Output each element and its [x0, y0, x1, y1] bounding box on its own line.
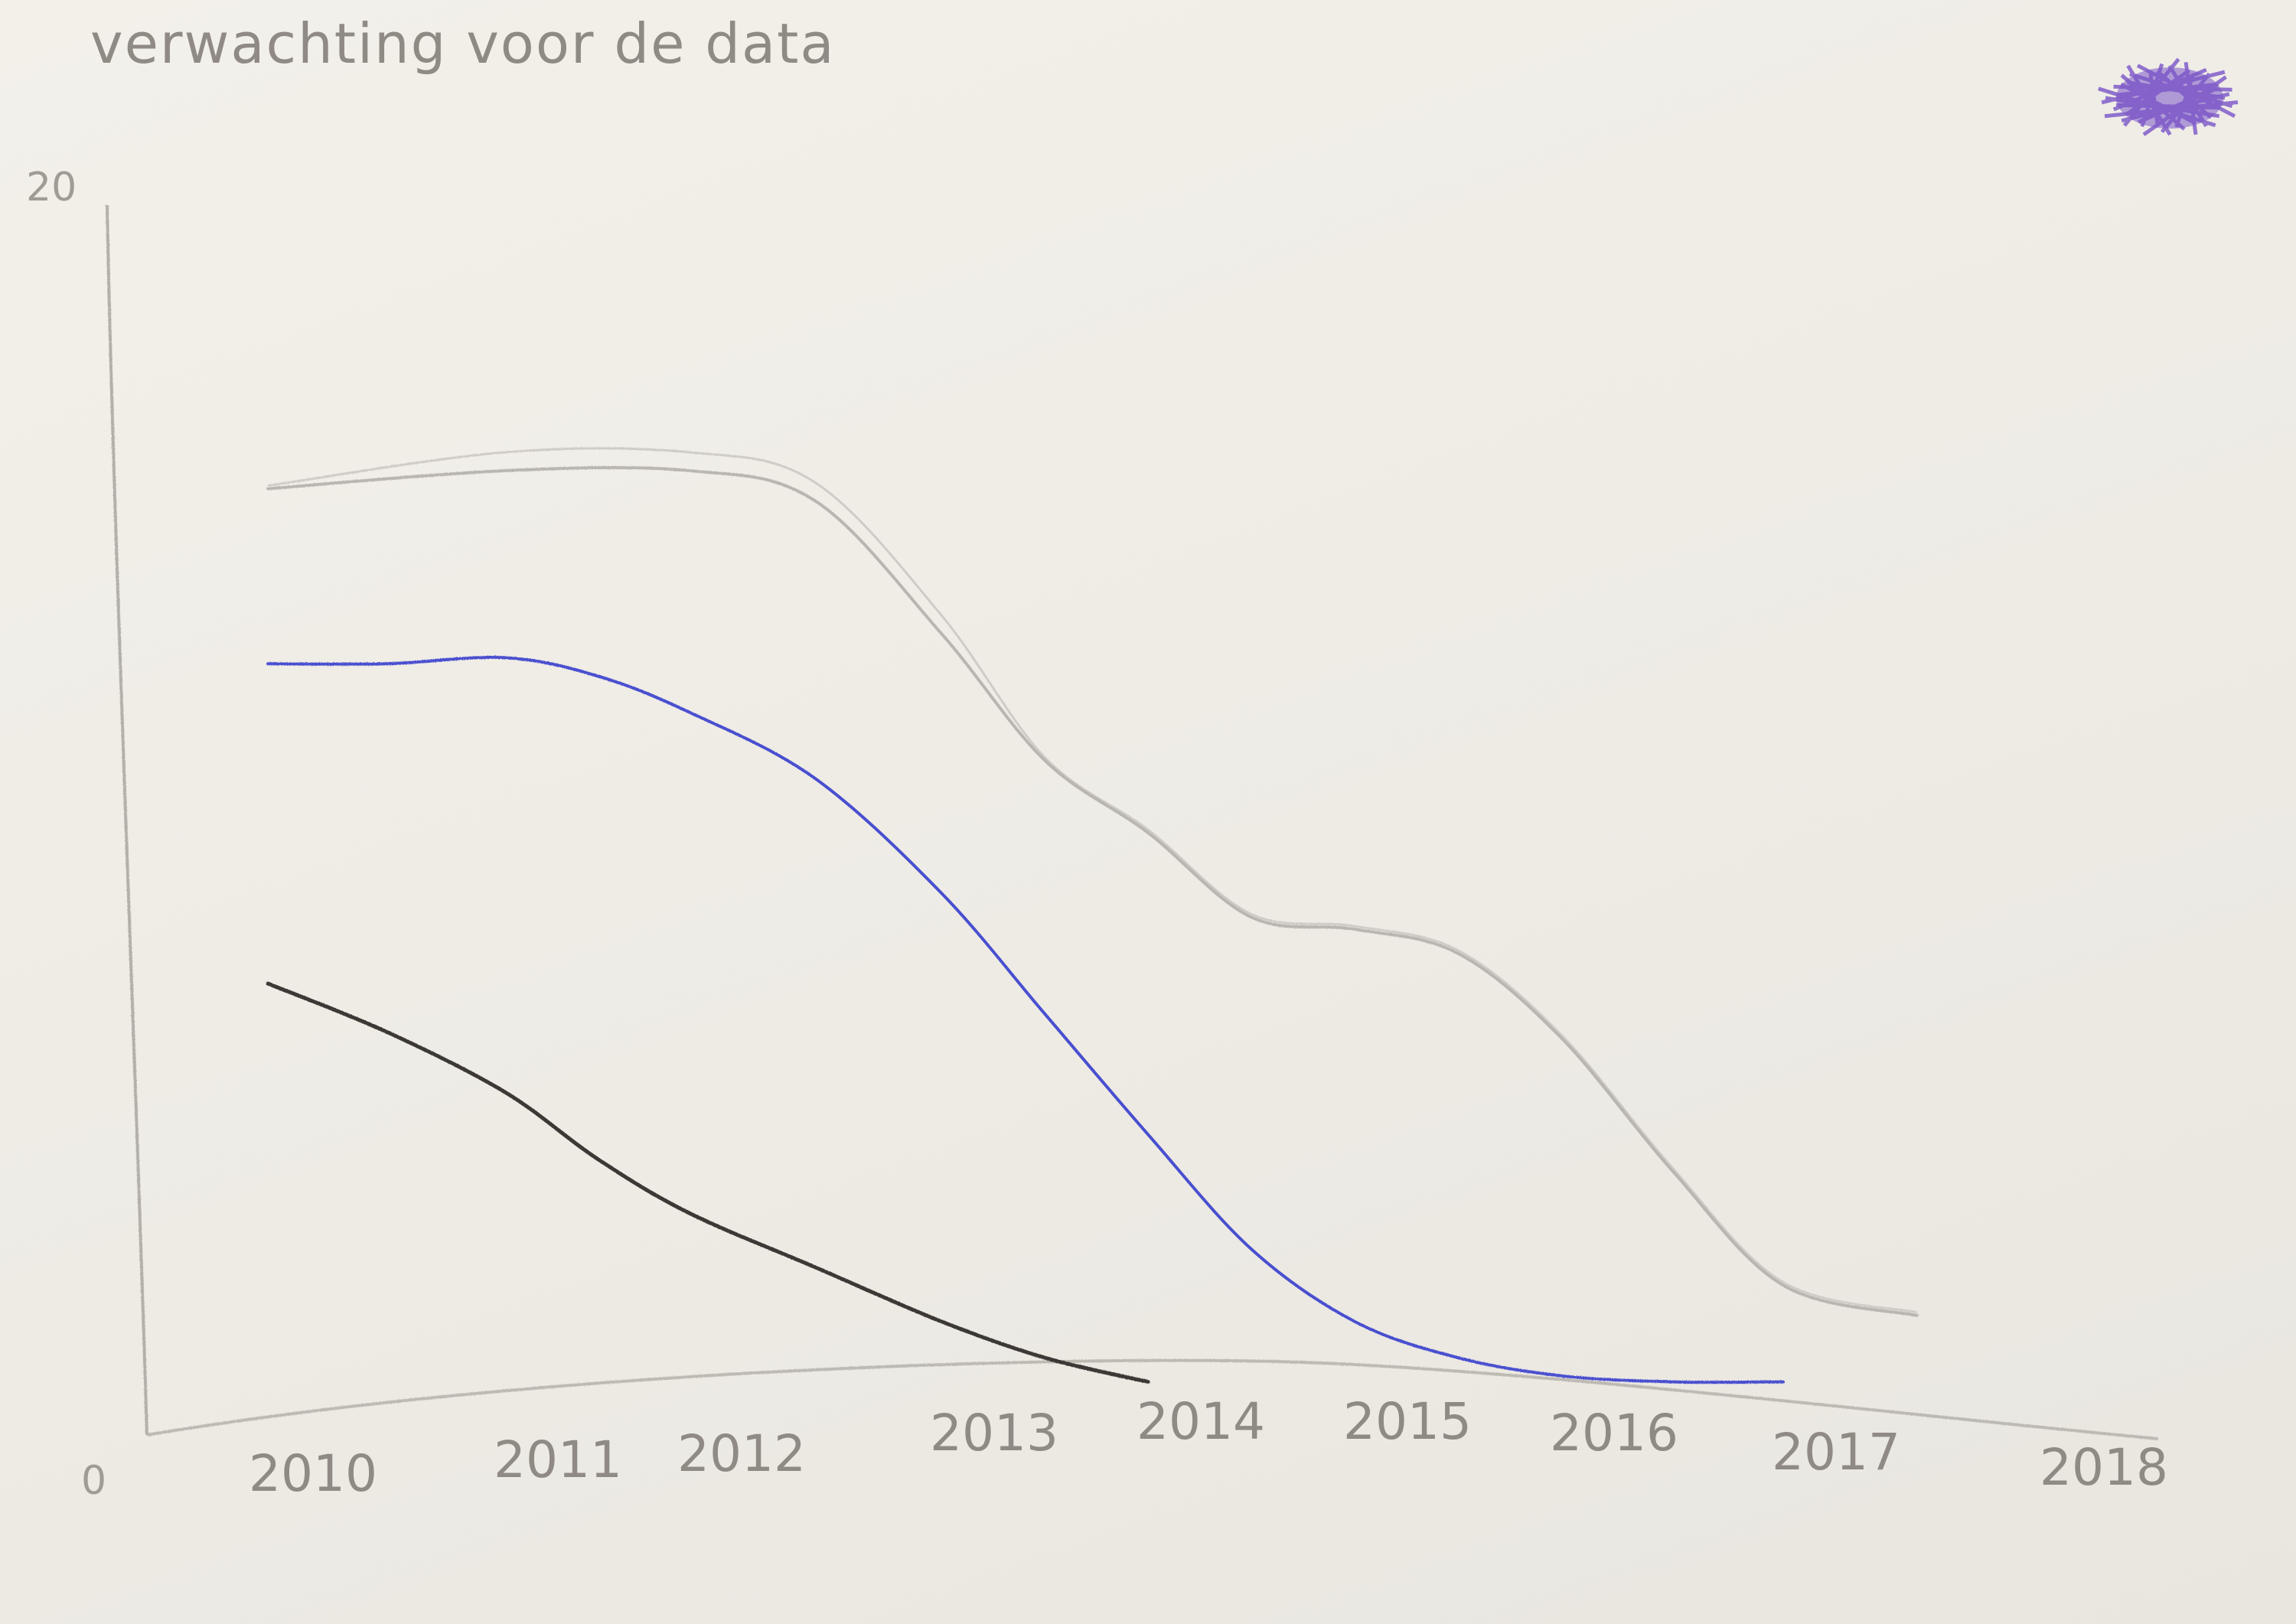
- x-tick-label: 2015: [1343, 1392, 1472, 1451]
- purple-scribble-mark: [2098, 57, 2239, 136]
- x-axis: [146, 1358, 2159, 1440]
- x-tick-label: 2017: [1772, 1423, 1900, 1482]
- series-lines: [266, 447, 1919, 1384]
- series-line-1: [266, 465, 1919, 1317]
- y-tick-label-min: 0: [81, 1458, 106, 1504]
- y-tick-label-max: 20: [26, 165, 77, 210]
- x-tick-labels: 2010 2011 2012 2013 2014 2015 2016 2017 2018: [249, 1392, 2168, 1503]
- chart-title: verwachting voor de data: [90, 11, 835, 76]
- x-tick-label: 2010: [249, 1444, 377, 1503]
- scribble-strokes: [2098, 57, 2239, 136]
- axes: [106, 204, 2159, 1440]
- x-tick-label: 2016: [1550, 1404, 1678, 1463]
- series-line-sketch: [267, 447, 1918, 1314]
- y-axis: [106, 204, 148, 1436]
- series-line-3: [266, 981, 1150, 1384]
- x-tick-label: 2013: [930, 1404, 1058, 1463]
- x-tick-label: 2012: [677, 1424, 806, 1483]
- x-tick-label: 2018: [2040, 1438, 2168, 1497]
- x-tick-label: 2011: [494, 1430, 622, 1489]
- series-line-2: [266, 655, 1785, 1384]
- x-tick-label: 2014: [1137, 1392, 1265, 1451]
